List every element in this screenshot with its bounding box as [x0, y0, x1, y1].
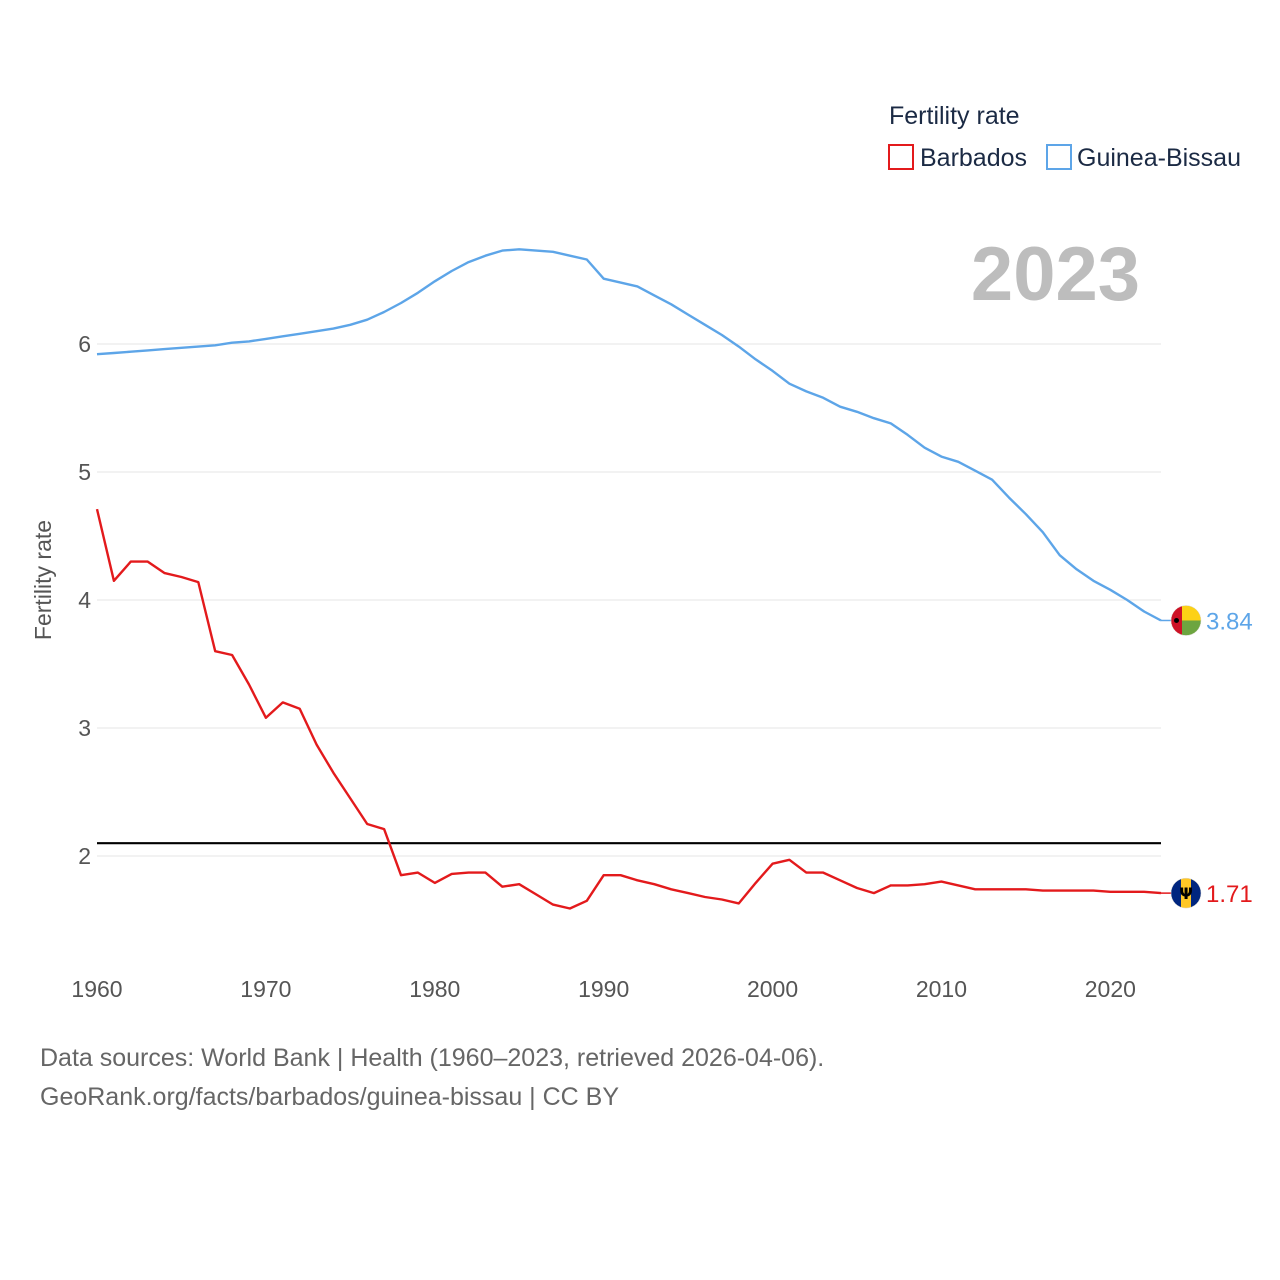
legend-label-guinea-bissau: Guinea-Bissau — [1077, 144, 1241, 172]
y-tick-label-4: 4 — [78, 587, 91, 613]
data-sources-text: Data sources: World Bank | Health (1960–… — [40, 1044, 825, 1072]
legend: Fertility rate Barbados Guinea-Bissau — [888, 102, 1241, 172]
end-value-label-guinea-bissau: 3.84 — [1206, 608, 1253, 635]
x-tick-label-1970: 1970 — [240, 976, 291, 1002]
x-axis-ticks: 1960 1970 1980 1990 2000 2010 2020 — [71, 976, 1136, 1002]
svg-text:Ψ: Ψ — [1179, 884, 1193, 903]
flag-icon-guinea-bissau — [1170, 605, 1202, 636]
line-chart: 2 3 4 5 6 1960 1970 1980 1990 2000 2010 2020 Ferti… — [30, 102, 1253, 1002]
x-tick-label-1960: 1960 — [71, 976, 122, 1002]
series-line-guinea-bissau — [96, 248, 1162, 622]
legend-item-guinea-bissau[interactable]: Guinea-Bissau — [1046, 144, 1241, 172]
x-tick-label-1980: 1980 — [409, 976, 460, 1002]
year-label: 2023 — [971, 232, 1140, 317]
y-tick-label-5: 5 — [78, 459, 91, 485]
legend-title: Fertility rate — [889, 102, 1020, 130]
legend-swatch-guinea-bissau — [1046, 144, 1072, 170]
credit-text: GeoRank.org/facts/barbados/guinea-bissau… — [40, 1083, 620, 1111]
x-tick-label-2020: 2020 — [1085, 976, 1136, 1002]
legend-swatch-barbados — [888, 144, 914, 170]
y-tick-label-6: 6 — [78, 331, 91, 357]
series-lines — [95, 248, 1162, 910]
flag-icon-barbados: Ψ — [1170, 877, 1202, 909]
x-tick-label-2000: 2000 — [747, 976, 798, 1002]
end-value-label-barbados: 1.71 — [1206, 881, 1253, 908]
y-tick-label-3: 3 — [78, 715, 91, 741]
x-tick-label-1990: 1990 — [578, 976, 629, 1002]
legend-label-barbados: Barbados — [920, 144, 1027, 172]
y-axis-ticks: 2 3 4 5 6 — [78, 331, 91, 869]
series-line-barbados — [95, 508, 1162, 910]
x-tick-label-2010: 2010 — [916, 976, 967, 1002]
y-tick-label-2: 2 — [78, 843, 91, 869]
legend-item-barbados[interactable]: Barbados — [888, 144, 1027, 172]
y-axis-label: Fertility rate — [30, 520, 56, 640]
end-markers: Ψ 1.71 3.84 — [1161, 605, 1253, 909]
gridlines — [97, 343, 1161, 857]
